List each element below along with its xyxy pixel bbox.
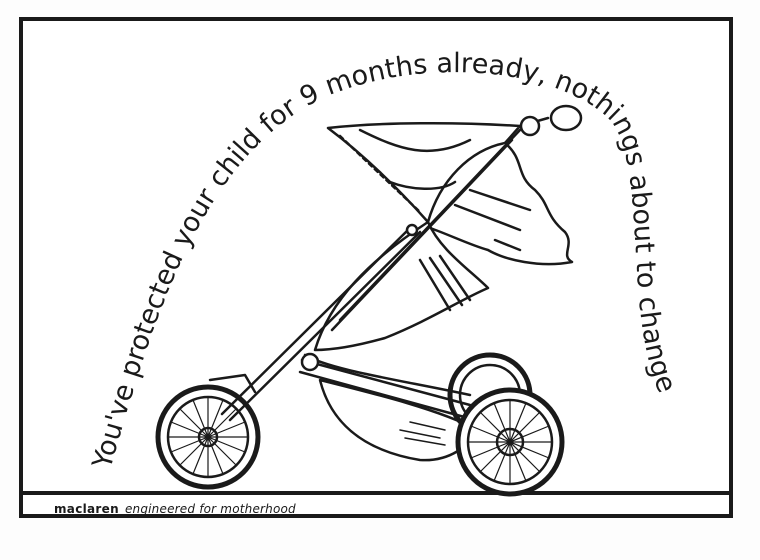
- front-wheel: [155, 384, 261, 490]
- brand-line: maclaren engineered for motherhood: [54, 498, 296, 516]
- rear-wheel-front: [455, 387, 565, 497]
- brand-name: maclaren: [54, 502, 119, 516]
- footer-divider: [19, 491, 733, 495]
- brand-tagline: engineered for motherhood: [124, 502, 296, 516]
- stroller-icon: [155, 104, 583, 497]
